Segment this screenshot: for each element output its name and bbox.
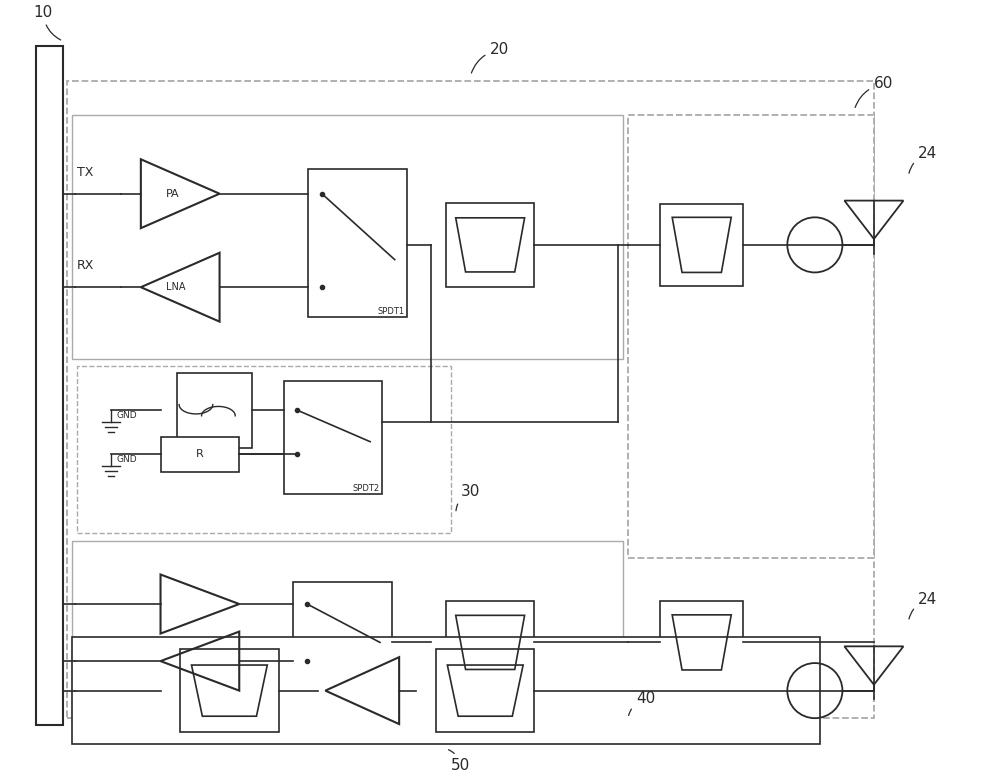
Bar <box>77 366 451 533</box>
Text: 24: 24 <box>909 592 937 619</box>
Bar <box>660 203 743 286</box>
Text: R: R <box>196 449 204 459</box>
Text: PA: PA <box>166 189 179 199</box>
Text: 10: 10 <box>34 5 61 40</box>
Bar <box>67 80 874 718</box>
Text: RX: RX <box>77 259 94 272</box>
Text: SPDT2: SPDT2 <box>353 485 380 493</box>
Text: 30: 30 <box>456 484 480 511</box>
Text: TX: TX <box>77 165 93 179</box>
Bar <box>72 541 623 723</box>
Text: GND: GND <box>116 455 137 464</box>
Text: 50: 50 <box>448 750 470 773</box>
Bar <box>628 115 874 558</box>
Bar <box>446 203 534 287</box>
Bar <box>161 437 239 472</box>
Text: 20: 20 <box>471 42 509 73</box>
Bar <box>436 649 534 733</box>
Text: SPDT1: SPDT1 <box>377 308 405 316</box>
Bar <box>284 380 382 494</box>
Bar <box>72 638 820 744</box>
Bar <box>177 373 252 448</box>
Text: 24: 24 <box>909 146 937 173</box>
Bar <box>36 46 63 725</box>
Text: 60: 60 <box>855 77 893 107</box>
Bar <box>660 601 743 684</box>
Bar <box>293 582 392 696</box>
Bar <box>72 115 623 359</box>
Bar <box>308 169 407 317</box>
Text: GND: GND <box>116 410 137 420</box>
Text: LNA: LNA <box>166 282 185 292</box>
Text: 40: 40 <box>629 691 655 716</box>
Bar <box>180 649 279 733</box>
Bar <box>446 601 534 684</box>
